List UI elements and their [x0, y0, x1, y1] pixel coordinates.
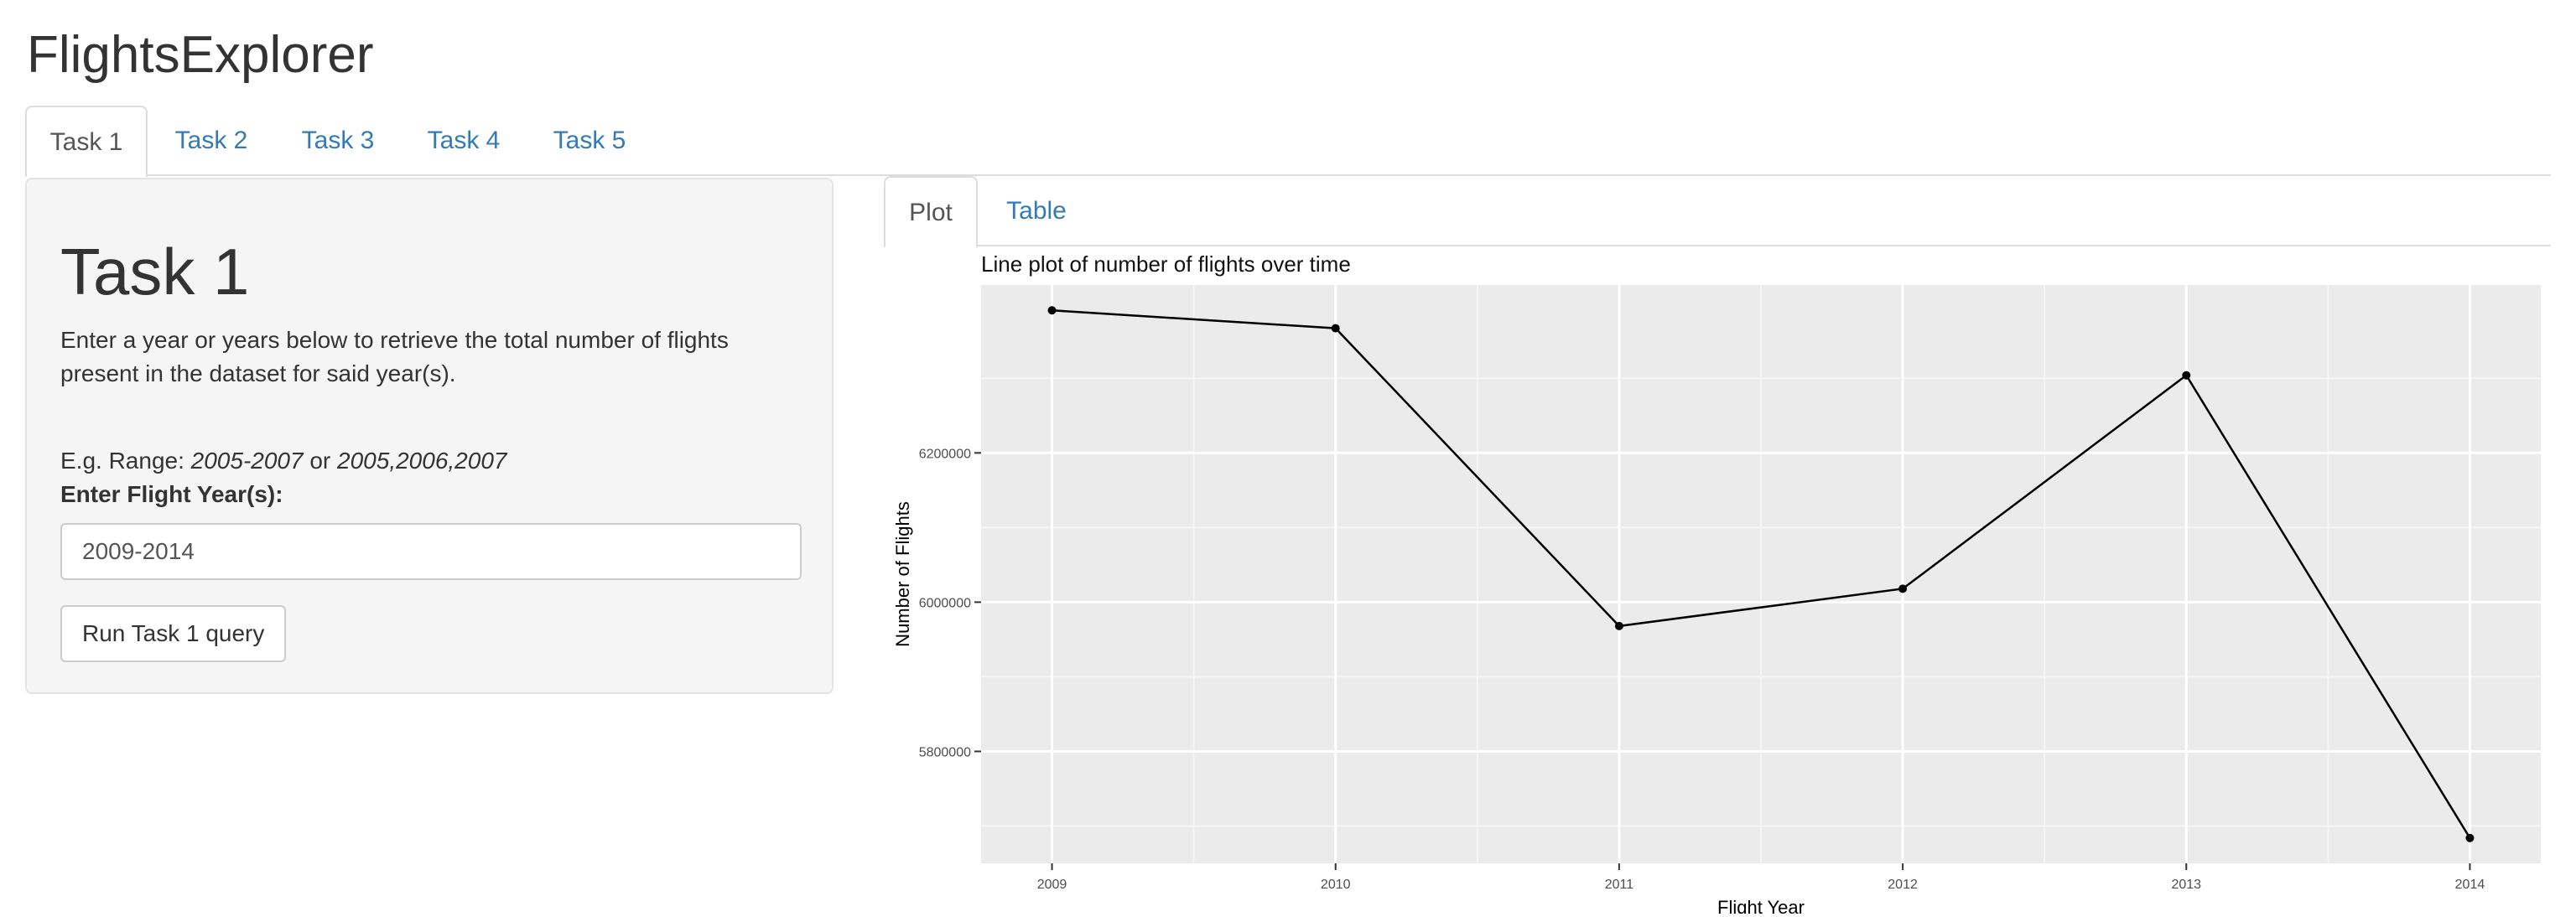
flight-year-input[interactable] — [60, 523, 802, 580]
y-tick-label: 5800000 — [919, 745, 971, 759]
tab-task-4[interactable]: Task 4 — [427, 127, 501, 154]
example-range: 2005-2007 — [190, 448, 304, 474]
y-axis-title: Number of Flights — [892, 501, 913, 647]
task-description: Enter a year or years below to retrieve … — [60, 327, 729, 386]
data-point — [1898, 584, 1908, 593]
x-axis-title: Flight Year — [1717, 897, 1805, 914]
app-title: FlightsExplorer — [27, 26, 374, 84]
example-hint: E.g. Range: 2005-2007 or 2005,2006,2007 — [60, 444, 506, 478]
data-point — [2182, 370, 2191, 380]
tab-task-2[interactable]: Task 2 — [174, 127, 248, 154]
x-tick-label: 2012 — [1888, 878, 1918, 892]
data-point — [1614, 621, 1623, 630]
x-tick-label: 2010 — [1321, 878, 1351, 892]
flights-line-chart: 5800000 6000000 6200000 2009 2010 2011 2012 201… — [892, 285, 2541, 914]
series-line — [1052, 309, 2471, 839]
example-or: or — [303, 448, 338, 474]
data-point — [2465, 833, 2475, 842]
tab-task-3[interactable]: Task 3 — [301, 127, 375, 154]
data-point — [1047, 306, 1057, 315]
output-tabs: Plot Table — [884, 176, 2551, 248]
task-heading: Task 1 — [60, 235, 250, 308]
tab-task-1[interactable]: Task 1 — [25, 106, 148, 178]
main-nav-tabs: Task 1 Task 2 Task 3 Task 4 Task 5 — [25, 106, 2551, 178]
x-tick-label: 2014 — [2455, 878, 2485, 892]
sidebar-panel: Task 1 Enter a year or years below to re… — [25, 178, 834, 694]
data-point — [1331, 324, 1340, 333]
example-prefix: E.g. Range: — [60, 448, 191, 474]
y-tick-label: 6000000 — [919, 596, 971, 610]
x-tick-label: 2011 — [1605, 878, 1634, 892]
x-tick-label: 2013 — [2171, 878, 2201, 892]
tab-plot[interactable]: Plot — [884, 176, 978, 248]
x-tick-label: 2009 — [1037, 878, 1067, 892]
run-query-button[interactable]: Run Task 1 query — [60, 605, 287, 662]
tab-task-5[interactable]: Task 5 — [553, 127, 626, 154]
tab-table[interactable]: Table — [1006, 197, 1067, 225]
y-tick-label: 6200000 — [919, 447, 971, 461]
chart-title: Line plot of number of flights over time — [981, 251, 1351, 277]
example-list: 2005,2006,2007 — [337, 448, 507, 474]
flight-year-label: Enter Flight Year(s): — [60, 481, 283, 507]
